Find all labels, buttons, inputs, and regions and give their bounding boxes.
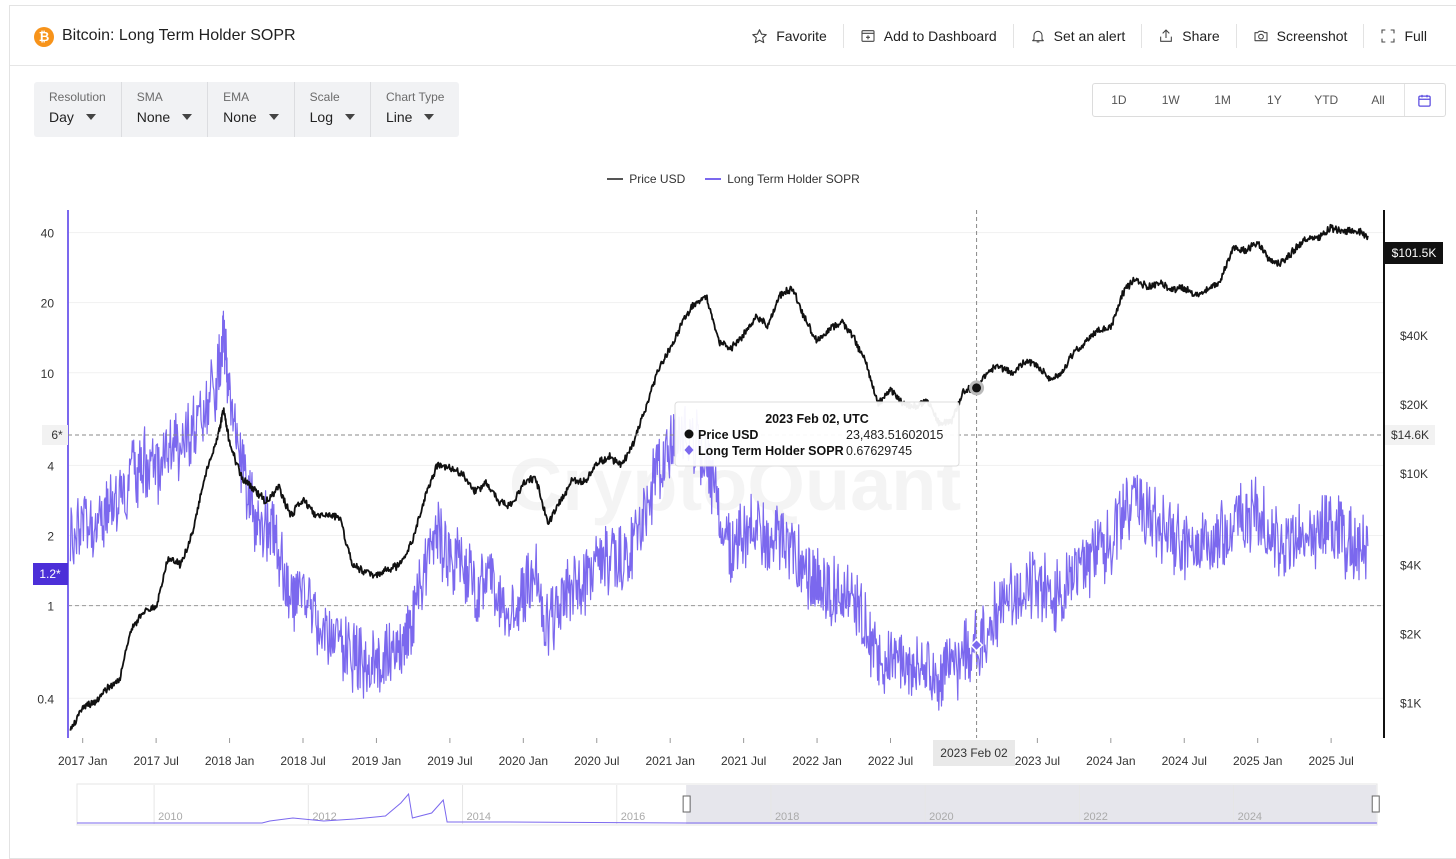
scale-select[interactable]: Scale Log [293, 82, 370, 137]
legend-item-sopr[interactable]: Long Term Holder SOPR [705, 172, 860, 186]
chart-controls: Resolution Day SMA None EMA None Scale L… [34, 82, 460, 137]
add-to-dashboard-button[interactable]: Add to Dashboard [842, 24, 1013, 48]
sma-value: None [136, 109, 171, 125]
chart-legend: Price USD Long Term Holder SOPR [10, 172, 1456, 186]
calendar-button[interactable] [1403, 84, 1445, 116]
caret-down-icon [268, 114, 279, 120]
chart-type-select[interactable]: Chart Type Line [370, 82, 459, 137]
share-button[interactable]: Share [1141, 24, 1235, 48]
legend-label-price: Price USD [629, 172, 686, 186]
range-1w-button[interactable]: 1W [1161, 93, 1180, 107]
scale-label: Scale [309, 90, 340, 104]
range-ytd-button[interactable]: YTD [1314, 93, 1339, 107]
legend-swatch-sopr [705, 178, 722, 180]
favorite-button[interactable]: Favorite [735, 24, 843, 48]
legend-label-sopr: Long Term Holder SOPR [727, 172, 860, 186]
caret-down-icon [85, 114, 96, 120]
share-label: Share [1182, 28, 1220, 44]
resolution-value: Day [49, 109, 74, 125]
bell-icon [1031, 30, 1044, 43]
caret-down-icon [182, 114, 193, 120]
add-to-dashboard-label: Add to Dashboard [883, 28, 997, 44]
resolution-select[interactable]: Resolution Day [34, 82, 121, 137]
range-all-button[interactable]: All [1371, 93, 1385, 107]
range-1m-button[interactable]: 1M [1214, 93, 1231, 107]
star-icon [752, 28, 767, 43]
chart-type-label: Chart Type [386, 90, 445, 104]
calendar-icon [1418, 94, 1432, 107]
legend-swatch-price [607, 178, 624, 180]
chart-type-value: Line [386, 109, 413, 125]
resolution-label: Resolution [49, 90, 106, 104]
ema-label: EMA [223, 90, 250, 104]
range-1d-button[interactable]: 1D [1111, 93, 1127, 107]
chart-header: ₿ Bitcoin: Long Term Holder SOPR Favorit… [10, 6, 1456, 66]
screenshot-label: Screenshot [1276, 28, 1348, 44]
set-alert-button[interactable]: Set an alert [1012, 24, 1142, 48]
sma-label: SMA [136, 90, 163, 104]
share-icon [1160, 29, 1173, 42]
set-alert-label: Set an alert [1053, 28, 1126, 44]
header-actions: Favorite Add to Dashboard Set an alert S… [735, 24, 1443, 48]
ema-value: None [223, 109, 257, 125]
chart-title: Bitcoin: Long Term Holder SOPR [62, 27, 296, 44]
screenshot-button[interactable]: Screenshot [1235, 24, 1364, 48]
bitcoin-logo-icon: ₿ [34, 27, 54, 47]
add-dashboard-icon [861, 30, 875, 42]
caret-down-icon [345, 114, 355, 120]
range-selector: 1D 1W 1M 1Y YTD All [1092, 83, 1446, 117]
legend-item-price[interactable]: Price USD [607, 172, 685, 186]
chart-card: ₿ Bitcoin: Long Term Holder SOPR Favorit… [9, 5, 1456, 859]
range-1y-button[interactable]: 1Y [1267, 93, 1282, 107]
camera-icon [1254, 30, 1268, 42]
sma-select[interactable]: SMA None [120, 82, 207, 137]
scale-value: Log [309, 109, 333, 125]
caret-down-icon [424, 114, 435, 120]
fullscreen-icon [1381, 29, 1395, 43]
favorite-label: Favorite [776, 28, 827, 44]
fullscreen-label: Full [1404, 28, 1427, 44]
fullscreen-button[interactable]: Full [1363, 24, 1443, 48]
ema-select[interactable]: EMA None [207, 82, 293, 137]
